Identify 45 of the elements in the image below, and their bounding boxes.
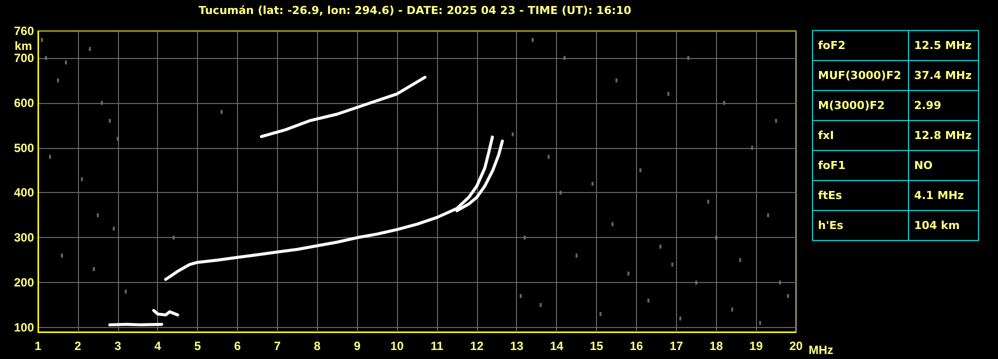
x-tick-label: 4 [154,339,162,353]
text: foF2 [812,30,909,60]
text: ftEs [812,180,909,210]
y-tick-label: 200 [14,276,34,290]
x-tick-label: 2 [74,339,82,353]
x-tick-label: 11 [430,339,444,353]
x-tick-label: 5 [194,339,202,353]
x-tick-label: 9 [354,339,361,353]
y-tick-label: 400 [14,186,34,200]
y-axis-title: km [14,39,32,54]
x-tick-label: 3 [114,339,122,353]
text: h'Es [812,210,909,240]
x-tick-label: 8 [314,339,321,353]
text: 4.1 MHz [908,180,978,210]
y-tick-label: 100 [14,320,34,335]
x-tick-label: 16 [630,339,644,353]
text: 2.99 [908,90,978,120]
x-tick-label: 13 [510,339,524,353]
text: 37.4 MHz [908,60,978,90]
x-tick-label: 18 [710,339,724,353]
x-tick-label: 7 [274,339,282,353]
x-axis-title: MHz [808,343,834,357]
text: M(3000)F2 [812,90,909,120]
text: fxI [812,120,909,150]
text: foF1 [812,150,909,180]
text: MUF(3000)F2 [812,60,909,90]
x-tick-label: 14 [550,339,564,353]
x-tick-label: 17 [670,339,684,353]
y-tick-label: 600 [14,96,34,110]
text: 12.5 MHz [908,30,978,60]
y-tick-label: 760 [14,24,34,38]
x-tick-label: 20 [789,339,803,353]
y-tick-label: 500 [14,140,34,155]
text: NO [908,150,978,180]
y-tick-label: 700 [14,50,34,65]
x-tick-label: 10 [390,339,404,353]
text: 104 km [908,210,978,240]
x-tick-label: 15 [590,339,604,353]
chart-title: Tucumán (lat: -26.9, lon: 294.6) - DATE: 2025 04 23 - TIME (UT): 16:10 [198,4,632,17]
x-tick-label: 19 [749,339,764,353]
x-tick-label: 1 [34,339,42,353]
x-tick-label: 6 [234,339,242,353]
y-tick-label: 300 [14,230,34,245]
x-tick-label: 12 [470,339,484,353]
text: 12.8 MHz [908,120,978,150]
